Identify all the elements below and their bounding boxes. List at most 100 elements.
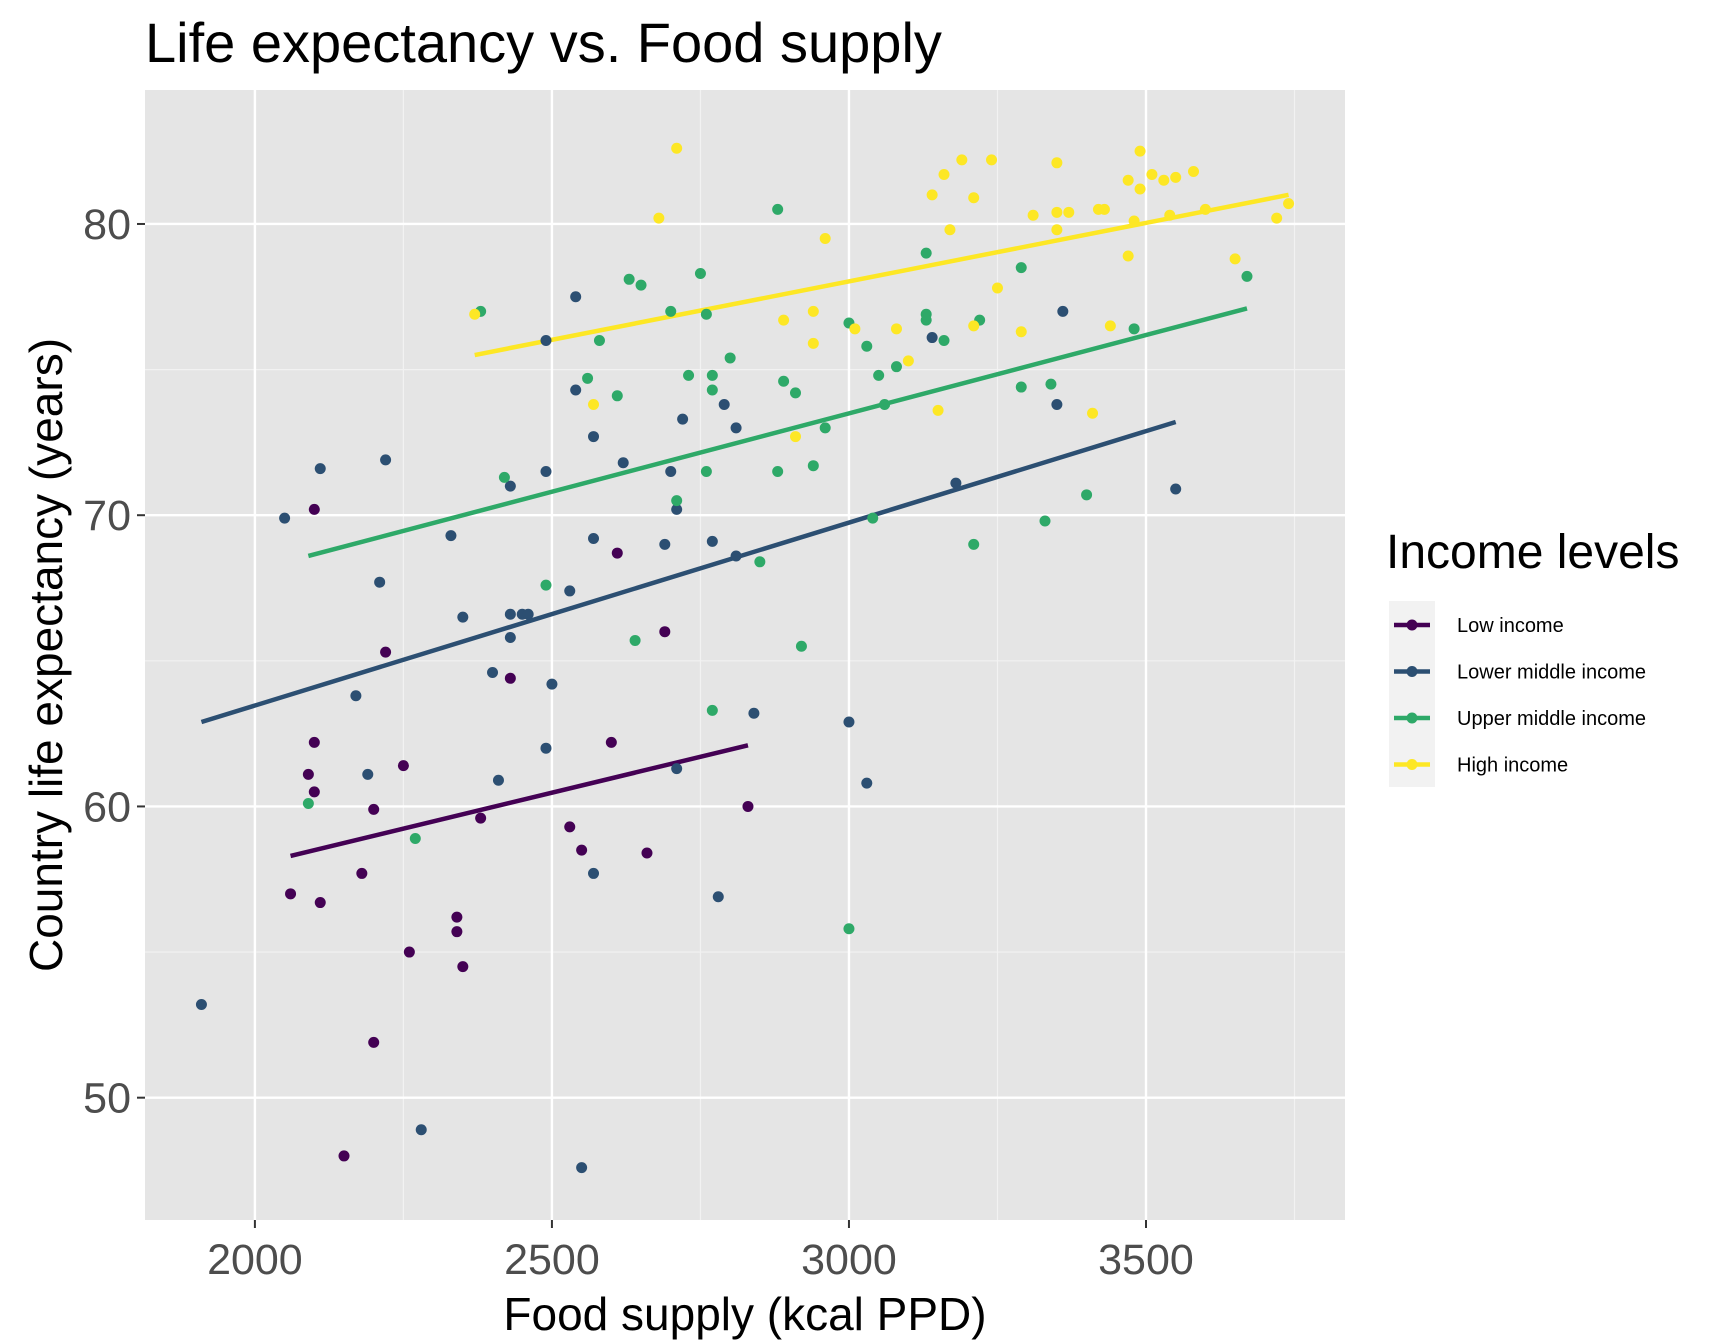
- data-point: [778, 314, 790, 326]
- data-point: [956, 154, 968, 166]
- data-point: [504, 632, 516, 644]
- data-point: [730, 422, 742, 434]
- data-point: [457, 611, 469, 623]
- data-point: [302, 798, 314, 810]
- data-point: [986, 154, 998, 166]
- data-point: [380, 454, 392, 466]
- data-point: [902, 355, 914, 367]
- data-point: [950, 477, 962, 489]
- data-point: [540, 334, 552, 346]
- data-point: [968, 538, 980, 550]
- data-point: [677, 413, 689, 425]
- data-point: [623, 273, 635, 285]
- data-point: [564, 821, 576, 833]
- data-point: [807, 305, 819, 317]
- legend-key-dot: [1406, 666, 1418, 677]
- data-point: [504, 480, 516, 492]
- data-point: [279, 512, 291, 524]
- data-point: [570, 384, 582, 396]
- data-point: [1045, 378, 1057, 390]
- data-point: [700, 466, 712, 478]
- legend-key-dot: [1406, 712, 1418, 724]
- data-point: [1104, 320, 1116, 332]
- data-point: [920, 247, 932, 259]
- data-point: [582, 372, 594, 384]
- data-point: [1015, 262, 1027, 274]
- data-point: [968, 320, 980, 332]
- data-point: [1170, 171, 1182, 183]
- data-point: [475, 812, 487, 824]
- legend: Income levels Low income Lower middle inc…: [1386, 526, 1679, 787]
- data-point: [1057, 305, 1069, 317]
- data-point: [843, 923, 855, 935]
- data-point: [588, 431, 600, 443]
- x-tick-label: 2500: [504, 1236, 600, 1284]
- data-point: [1015, 381, 1027, 393]
- data-point: [1098, 203, 1110, 215]
- data-point: [1128, 323, 1140, 335]
- data-point: [665, 466, 677, 478]
- data-point: [611, 390, 623, 402]
- data-point: [1081, 489, 1093, 501]
- data-point: [843, 716, 855, 728]
- data-point: [308, 736, 320, 748]
- data-point: [1170, 483, 1182, 495]
- data-point: [617, 457, 629, 469]
- data-point: [374, 576, 386, 588]
- data-point: [1241, 270, 1253, 282]
- data-point: [671, 495, 683, 507]
- data-point: [1015, 326, 1027, 338]
- trend-line: [307, 306, 1248, 559]
- data-point: [1051, 399, 1063, 411]
- data-point: [350, 690, 362, 702]
- data-point: [588, 533, 600, 545]
- data-point: [938, 334, 950, 346]
- trend-line: [474, 192, 1289, 358]
- legend-title: Income levels: [1386, 526, 1679, 579]
- data-point: [730, 550, 742, 562]
- data-point: [635, 279, 647, 291]
- data-point: [445, 530, 457, 542]
- data-point: [356, 867, 368, 879]
- data-point: [807, 460, 819, 472]
- data-point: [469, 308, 481, 320]
- data-point: [926, 332, 938, 344]
- data-point: [748, 707, 760, 719]
- data-point: [849, 323, 861, 335]
- data-point: [742, 800, 754, 812]
- data-point: [1188, 166, 1200, 178]
- data-point: [718, 399, 730, 411]
- legend-label: Low income: [1457, 615, 1564, 637]
- data-point: [1134, 145, 1146, 157]
- data-point: [861, 777, 873, 789]
- data-point: [789, 387, 801, 399]
- data-point: [1063, 206, 1075, 218]
- data-point: [789, 431, 801, 443]
- data-point: [1164, 209, 1176, 221]
- data-point: [659, 538, 671, 550]
- data-point: [498, 471, 510, 483]
- legend-label: Upper middle income: [1457, 708, 1646, 730]
- data-point: [754, 556, 766, 568]
- data-point: [683, 369, 695, 381]
- data-point: [338, 1150, 350, 1162]
- data-point: [712, 891, 724, 903]
- data-point: [576, 1162, 588, 1174]
- data-point: [819, 233, 831, 245]
- data-point: [819, 422, 831, 434]
- data-point: [991, 282, 1003, 294]
- x-tick-label: 3000: [801, 1236, 897, 1284]
- data-point: [772, 203, 784, 215]
- legend-label: High income: [1457, 755, 1568, 777]
- data-point: [671, 142, 683, 154]
- data-point: [1283, 198, 1295, 210]
- data-point: [861, 340, 873, 352]
- data-point: [873, 369, 885, 381]
- y-tick-label: 80: [83, 201, 131, 249]
- data-point: [1051, 157, 1063, 169]
- data-point: [1122, 250, 1134, 262]
- data-point: [492, 774, 504, 786]
- y-tick-label: 50: [83, 1075, 131, 1123]
- data-point: [807, 337, 819, 349]
- data-point: [1271, 212, 1283, 224]
